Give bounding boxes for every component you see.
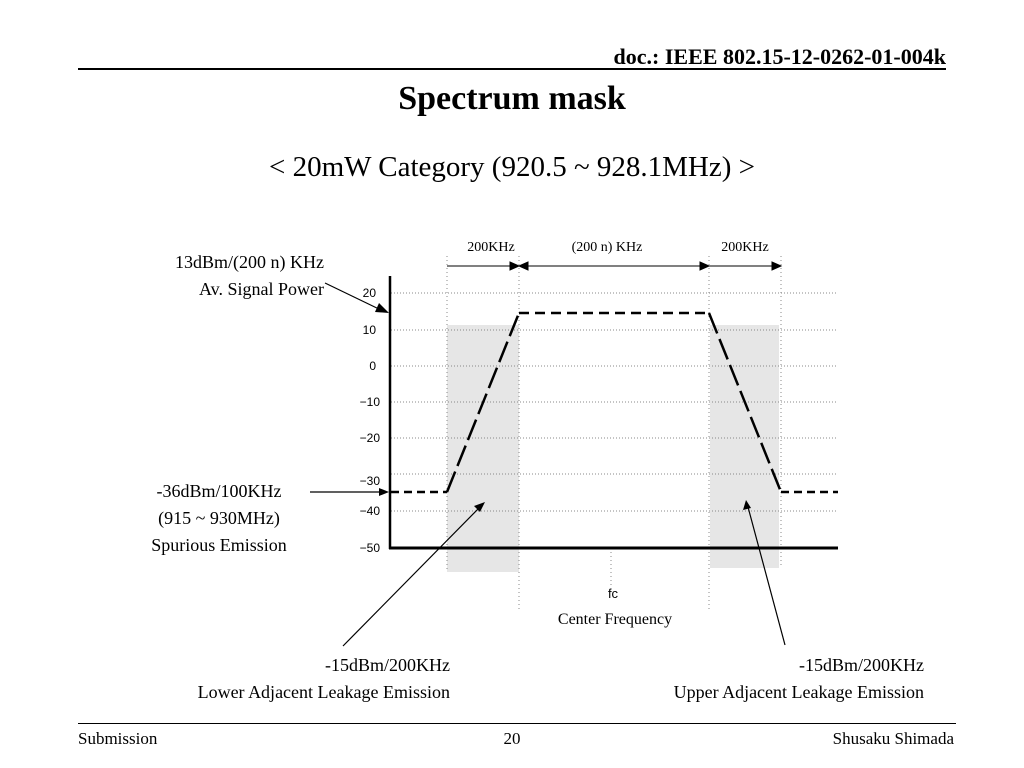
signal-power-level: 13dBm/(200 n) KHz bbox=[175, 252, 324, 272]
grid-lines bbox=[391, 292, 838, 512]
band-label-upper: 200KHz bbox=[721, 240, 768, 255]
signal-power-annotation: 13dBm/(200 n) KHz Av. Signal Power bbox=[175, 249, 324, 303]
upper-leakage-region bbox=[710, 325, 779, 568]
y-tick-label: −30 bbox=[360, 474, 381, 488]
annotation-arrowheads bbox=[375, 303, 751, 512]
mask-curve bbox=[391, 311, 838, 494]
spurious-range: (915 ~ 930MHz) bbox=[158, 508, 280, 528]
y-tick-label: −20 bbox=[360, 431, 381, 445]
header-rule bbox=[78, 68, 946, 70]
slide-title: Spectrum mask bbox=[398, 80, 626, 117]
spurious-annotation: -36dBm/100KHz (915 ~ 930MHz) Spurious Em… bbox=[130, 478, 308, 559]
signal-power-label: Av. Signal Power bbox=[199, 279, 324, 299]
document-id: doc.: IEEE 802.15-12-0262-01-004k bbox=[613, 44, 946, 69]
annotation-arrows bbox=[310, 282, 786, 647]
spurious-level: -36dBm/100KHz bbox=[156, 481, 282, 501]
band-label-lower: 200KHz bbox=[467, 240, 514, 255]
upper-leakage-level: -15dBm/200KHz bbox=[799, 655, 924, 675]
upper-leakage-annotation: -15dBm/200KHz Upper Adjacent Leakage Emi… bbox=[674, 652, 924, 706]
y-tick-label: 0 bbox=[369, 359, 376, 373]
page-number: 20 bbox=[503, 729, 521, 748]
band-arrows bbox=[447, 261, 783, 271]
lower-leakage-region bbox=[447, 325, 519, 572]
band-label-center: (200 n) KHz bbox=[572, 240, 643, 255]
lower-leakage-level: -15dBm/200KHz bbox=[325, 655, 450, 675]
footer-rule bbox=[78, 723, 956, 724]
y-tick-label: 20 bbox=[363, 286, 377, 300]
lower-leakage-label: Lower Adjacent Leakage Emission bbox=[197, 682, 450, 702]
y-tick-label: −50 bbox=[360, 541, 381, 555]
lower-leakage-annotation: -15dBm/200KHz Lower Adjacent Leakage Emi… bbox=[198, 652, 450, 706]
band-markers bbox=[446, 256, 782, 612]
spurious-label: Spurious Emission bbox=[151, 535, 287, 555]
y-tick-label: −10 bbox=[360, 395, 381, 409]
y-tick-label: 10 bbox=[363, 323, 377, 337]
footer-author: Shusaku Shimada bbox=[832, 729, 954, 748]
center-frequency-label: Center Frequency bbox=[558, 611, 672, 628]
slide-subtitle: < 20mW Category (920.5 ~ 928.1MHz) > bbox=[268, 151, 756, 183]
fc-label: fc bbox=[608, 586, 619, 601]
upper-leakage-label: Upper Adjacent Leakage Emission bbox=[673, 682, 924, 702]
footer-submission: Submission bbox=[78, 729, 158, 748]
y-tick-label: −40 bbox=[360, 504, 381, 518]
